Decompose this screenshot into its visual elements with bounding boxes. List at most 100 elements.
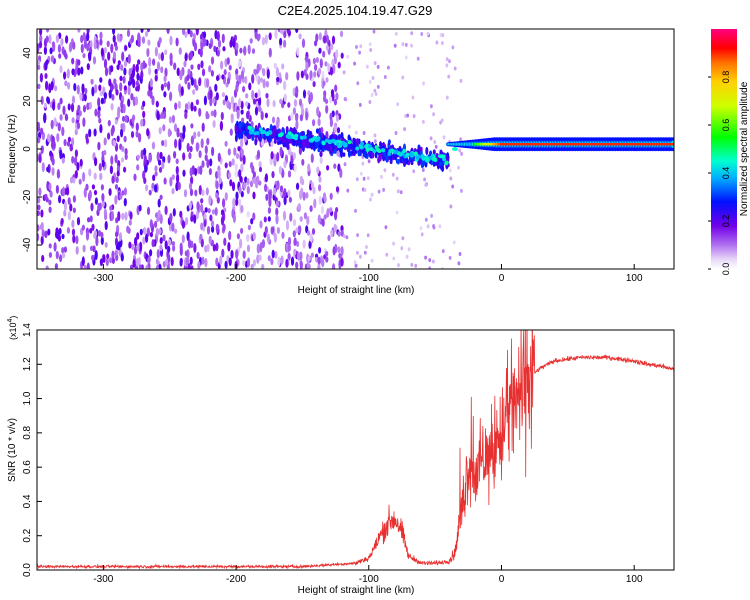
heatmap-cell (81, 83, 85, 94)
heatmap-cell (245, 93, 249, 99)
heatmap-cell (280, 255, 284, 265)
heatmap-cell (433, 140, 437, 144)
heatmap-cell (37, 136, 41, 144)
heatmap-cell (401, 236, 405, 241)
heatmap-cell (163, 82, 167, 88)
heatmap-cell (301, 158, 305, 166)
heatmap-cell (296, 71, 300, 81)
heatmap-cell (82, 32, 86, 42)
heatmap-cell (281, 231, 285, 239)
heatmap-cell (156, 151, 160, 162)
heatmap-cell (318, 176, 322, 183)
heatmap-cell (440, 164, 444, 171)
heatmap-cell (247, 125, 252, 130)
heatmap-cell (164, 205, 168, 215)
heatmap-cell (111, 257, 115, 264)
heatmap-cell (130, 130, 135, 139)
snr-background (37, 330, 674, 570)
heatmap-cell (361, 161, 365, 166)
heatmap-cell (134, 236, 138, 247)
heatmap-cell (335, 186, 340, 193)
heatmap-cell (246, 178, 250, 186)
heatmap-cell (357, 151, 361, 157)
heatmap-cell (420, 154, 425, 158)
heatmap-cell (140, 119, 144, 127)
heatmap-cell (147, 39, 151, 46)
heatmap-cell (72, 41, 76, 50)
colorbar-tick-label: 0.2 (721, 215, 731, 228)
heatmap-cell (329, 207, 333, 213)
heatmap-cell (192, 32, 196, 40)
heatmap-cell (158, 263, 162, 269)
heatmap-cell (195, 29, 199, 36)
heatmap-cell (426, 31, 430, 36)
heatmap-cell (250, 218, 254, 225)
heatmap-cell (48, 34, 52, 45)
heatmap-cell (222, 99, 226, 106)
colorbar: 0.0 0.2 0.4 0.6 0.8 Normalized spectral ampl… (708, 29, 750, 275)
heatmap-cell (308, 240, 312, 250)
heatmap-cell (401, 75, 405, 80)
heatmap-cell (81, 224, 85, 231)
heatmap-cell (256, 149, 261, 160)
heatmap-cell (154, 46, 158, 57)
heatmap-cell (120, 128, 124, 138)
heatmap-cell (405, 156, 409, 165)
heatmap-cell (83, 264, 87, 269)
heatmap-cell (337, 246, 341, 254)
heatmap-cell (99, 172, 103, 181)
heatmap-cell (221, 248, 225, 258)
heatmap-cell (275, 214, 279, 225)
heatmap-cell (234, 168, 238, 179)
heatmap-cell (329, 144, 333, 152)
heatmap-cell (419, 146, 423, 152)
heatmap-cell (156, 216, 160, 223)
heatmap-cell (90, 78, 94, 85)
heatmap-cell (76, 114, 80, 121)
heatmap-cell (196, 201, 200, 211)
heatmap-cell (256, 63, 260, 74)
heatmap-cell (220, 60, 224, 70)
heatmap-cell (238, 198, 242, 207)
heatmap-cell (54, 263, 58, 269)
heatmap-cell (221, 92, 225, 98)
heatmap-cell (344, 97, 348, 102)
heatmap-cell (239, 47, 243, 54)
heatmap-cell (312, 119, 316, 127)
heatmap-cell (246, 257, 251, 268)
heatmap-cell (211, 209, 215, 215)
heatmap-cell (171, 174, 175, 181)
heatmap-cell (356, 233, 359, 238)
heatmap-cell (195, 142, 199, 152)
heatmap-cell (94, 108, 98, 117)
heatmap-cell (163, 91, 167, 98)
heatmap-cell (57, 122, 61, 132)
heatmap-cell (330, 43, 334, 51)
heatmap-cell (142, 170, 146, 180)
heatmap-cell (186, 231, 190, 242)
heatmap-cell (394, 31, 398, 36)
heatmap-cell (40, 146, 44, 154)
heatmap-cell (77, 29, 81, 33)
heatmap-cell (235, 198, 239, 207)
heatmap-cell (370, 93, 374, 97)
heatmap-cell (134, 96, 139, 106)
heatmap-cell (333, 163, 337, 169)
heatmap-cell (85, 230, 90, 241)
heatmap-cell (327, 234, 331, 242)
heatmap-cell (94, 84, 98, 94)
heatmap-cell (425, 146, 429, 156)
heatmap-cell (263, 216, 267, 223)
heatmap-cell (373, 88, 377, 93)
heatmap-cell (193, 105, 197, 112)
heatmap-cell (388, 149, 393, 154)
heatmap-cell (95, 236, 99, 247)
heatmap-cell (94, 157, 98, 167)
heatmap-cell (143, 147, 147, 156)
heatmap-cell (49, 47, 53, 55)
heatmap-cell (63, 71, 67, 80)
heatmap-cell (282, 142, 286, 148)
y-tick-label: 0.0 (22, 563, 33, 577)
heatmap-cell (410, 31, 414, 36)
heatmap-cell (80, 66, 84, 75)
